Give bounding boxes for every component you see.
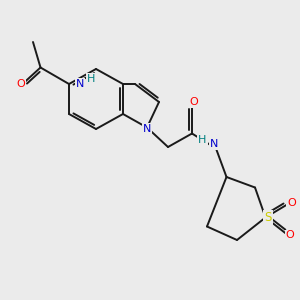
Text: N: N [143, 124, 151, 134]
Text: H: H [198, 135, 207, 145]
Text: H: H [87, 74, 96, 84]
Text: N: N [76, 79, 85, 89]
Text: S: S [264, 211, 272, 224]
Text: N: N [210, 139, 219, 149]
Text: O: O [16, 79, 26, 89]
Text: O: O [286, 230, 295, 241]
Text: O: O [189, 97, 198, 107]
Text: O: O [287, 197, 296, 208]
